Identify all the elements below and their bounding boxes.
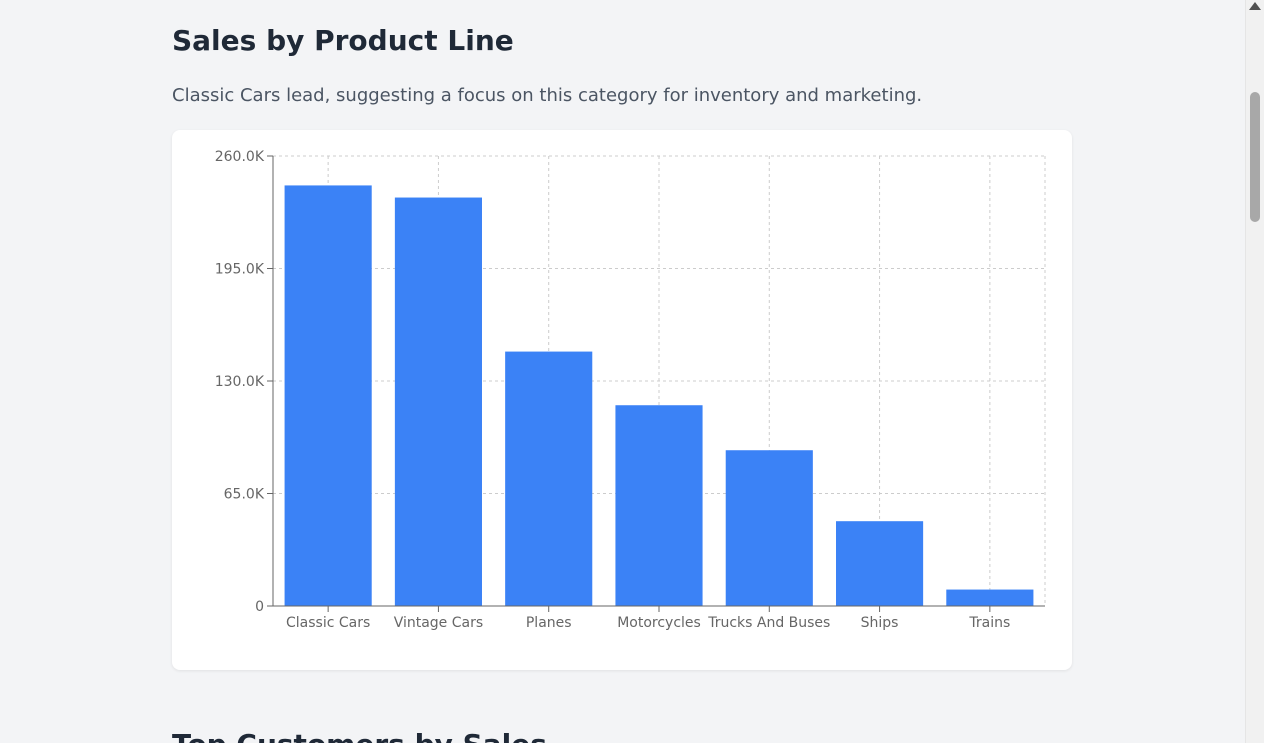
next-section-title: Top Customers by Sales bbox=[172, 728, 547, 743]
bar-planes bbox=[505, 351, 593, 606]
section-title: Sales by Product Line bbox=[172, 24, 514, 57]
x-tick-label: Trucks And Buses bbox=[707, 615, 830, 631]
y-tick-label: 195.0K bbox=[215, 262, 265, 278]
x-tick-label: Vintage Cars bbox=[394, 615, 483, 631]
x-tick-label: Planes bbox=[526, 615, 572, 631]
x-tick-label: Motorcycles bbox=[617, 615, 701, 631]
x-tick-label: Ships bbox=[861, 615, 899, 631]
bar-vintage-cars bbox=[394, 197, 482, 606]
x-tick-label: Classic Cars bbox=[286, 615, 370, 631]
scroll-up-arrow-icon[interactable] bbox=[1249, 2, 1261, 10]
bar-motorcycles bbox=[615, 405, 703, 606]
bar-ships bbox=[836, 521, 924, 606]
x-tick-label: Trains bbox=[968, 615, 1010, 631]
y-tick-label: 130.0K bbox=[215, 374, 265, 390]
y-tick-label: 65.0K bbox=[224, 487, 265, 503]
bar-trucks-and-buses bbox=[725, 450, 813, 606]
y-tick-label: 0 bbox=[255, 599, 264, 615]
bar-classic-cars bbox=[284, 185, 372, 606]
vertical-scrollbar[interactable] bbox=[1245, 0, 1264, 743]
bar-trains bbox=[946, 589, 1034, 606]
bar-chart: 0 65.0K 130.0K 195.0K 260.0K Classic Cars Vint… bbox=[215, 149, 1046, 631]
section-description: Classic Cars lead, suggesting a focus on… bbox=[172, 85, 923, 106]
scrollbar-thumb[interactable] bbox=[1250, 92, 1260, 222]
chart-card: 0 65.0K 130.0K 195.0K 260.0K Classic Cars Vint… bbox=[172, 130, 1072, 670]
y-tick-label: 260.0K bbox=[215, 149, 265, 165]
